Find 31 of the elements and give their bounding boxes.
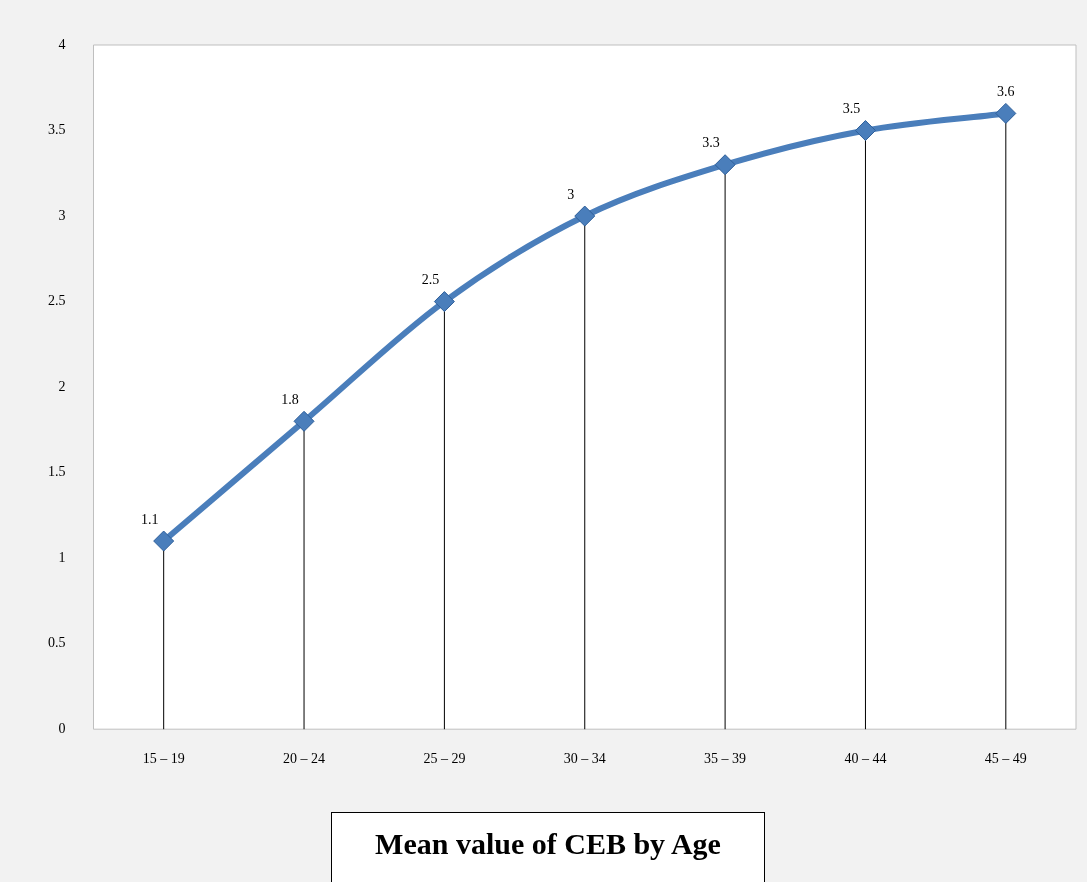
data-label: 3 bbox=[567, 186, 575, 202]
point bbox=[153, 530, 175, 552]
x-tick-label: 25 – 29 bbox=[423, 751, 466, 767]
y-tick-label: 0.5 bbox=[48, 635, 66, 651]
y-tick-label: 4 bbox=[58, 36, 66, 52]
point bbox=[293, 410, 315, 432]
point bbox=[995, 102, 1017, 124]
x-tick-label: 40 – 44 bbox=[844, 751, 887, 767]
text: Mean value of CEB by Age bbox=[331, 812, 765, 882]
data-label: 1.8 bbox=[281, 391, 299, 407]
y-tick-label: 3 bbox=[58, 207, 66, 223]
y-tick-label: 2.5 bbox=[48, 293, 66, 309]
y-tick-label: 1.5 bbox=[48, 464, 66, 480]
point bbox=[854, 120, 876, 142]
point bbox=[433, 291, 455, 313]
data-label: 3.5 bbox=[842, 101, 861, 117]
x-tick-label: 20 – 24 bbox=[283, 751, 326, 767]
y-tick-label: 2 bbox=[58, 378, 66, 394]
data-label: 1.1 bbox=[140, 511, 159, 527]
y-tick-label: 3.5 bbox=[48, 122, 66, 138]
point bbox=[574, 205, 596, 227]
x-tick-label: 35 – 39 bbox=[704, 751, 747, 767]
x-tick-label: 15 – 19 bbox=[142, 751, 185, 767]
y-tick-label: 1 bbox=[58, 549, 66, 565]
x-tick-label: 45 – 49 bbox=[984, 751, 1027, 767]
x-tick-label: 30 – 34 bbox=[563, 751, 606, 767]
point bbox=[714, 154, 736, 176]
y-tick-label: 0 bbox=[58, 720, 66, 736]
data-label: 3.6 bbox=[997, 84, 1015, 100]
data-label: 3.3 bbox=[702, 135, 720, 151]
data-label: 2.5 bbox=[421, 272, 440, 288]
